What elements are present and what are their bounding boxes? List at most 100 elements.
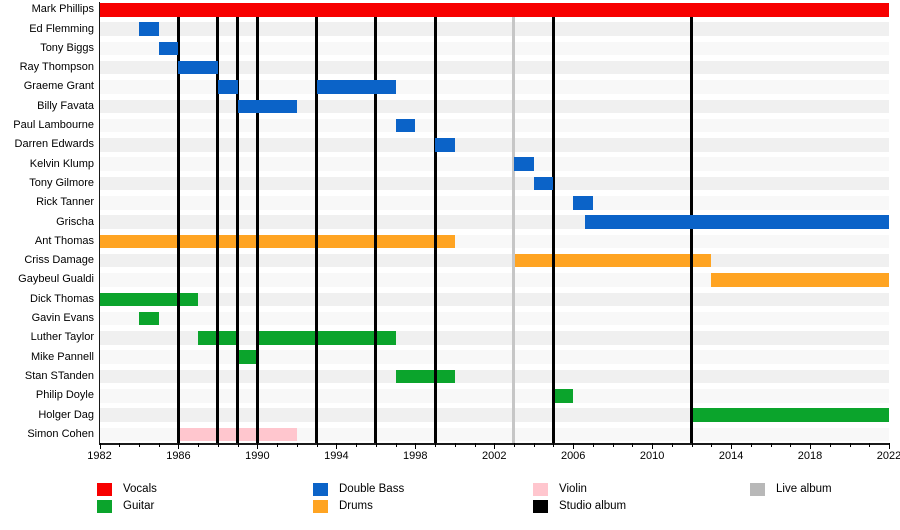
x-axis-label: 1990 [245, 450, 270, 462]
x-axis-label: 2022 [876, 450, 900, 462]
member-tenure-bar [533, 176, 554, 191]
member-tenure-bar [237, 350, 258, 364]
member-label: Tony Biggs [40, 41, 94, 54]
member-label: Ray Thompson [19, 61, 94, 74]
member-label: Gaybeul Gualdi [18, 273, 94, 286]
x-axis-tick [731, 443, 733, 449]
member-tenure-bar [585, 215, 889, 229]
x-axis-tick [612, 443, 614, 447]
member-tenure-bar [435, 138, 455, 152]
member-tenure-bar [573, 196, 593, 210]
member-label: Mark Phillips [31, 3, 94, 16]
x-axis-tick [632, 443, 634, 447]
legend-label: Live album [776, 483, 832, 495]
x-axis-tick [671, 443, 673, 447]
studio-album-line [551, 17, 555, 443]
member-tenure-bar [395, 118, 416, 133]
member-label: Dick Thomas [30, 292, 94, 305]
x-axis-tick [553, 443, 555, 447]
legend-swatch [313, 483, 328, 496]
member-label: Rick Tanner [36, 196, 94, 209]
member-tenure-bar [138, 22, 159, 36]
x-axis-tick [770, 443, 772, 447]
x-axis-label: 1994 [324, 450, 349, 462]
x-axis-tick [198, 443, 200, 447]
x-axis-label: 1998 [403, 450, 428, 462]
x-axis-tick [454, 443, 456, 447]
member-tenure-bar [99, 292, 199, 306]
member-label: Philip Doyle [35, 389, 94, 402]
member-tenure-bar [513, 253, 712, 268]
x-axis-tick [99, 443, 101, 449]
y-axis-line [98, 2, 100, 443]
x-axis-tick [277, 443, 279, 447]
x-axis-tick [158, 443, 160, 447]
member-tenure-bar [217, 80, 238, 94]
member-label: Holger Dag [38, 408, 94, 421]
member-label: Kelvin Klump [29, 157, 94, 170]
member-tenure-bar [691, 408, 889, 422]
legend-swatch [313, 500, 328, 513]
studio-album-line [255, 17, 259, 443]
x-axis-tick [435, 443, 437, 447]
member-tenure-bar [257, 331, 396, 345]
legend-label: Double Bass [339, 483, 405, 495]
member-label: Simon Cohen [27, 427, 94, 440]
member-tenure-bar [711, 273, 889, 287]
x-axis-tick [356, 443, 358, 447]
x-axis-tick [869, 443, 871, 447]
member-label: Graeme Grant [23, 80, 94, 93]
member-label: Billy Favata [37, 99, 94, 112]
member-tenure-bar [99, 3, 889, 17]
legend-label: Violin [559, 483, 587, 495]
live-album-line [512, 17, 516, 443]
x-axis-tick [494, 443, 496, 449]
x-axis-tick [829, 443, 831, 447]
member-label: Ant Thomas [34, 234, 94, 247]
member-tenure-bar [158, 41, 179, 56]
x-axis-tick [849, 443, 851, 447]
member-tenure-bar [178, 60, 218, 75]
legend-swatch [97, 483, 112, 496]
x-axis-tick [415, 443, 417, 449]
studio-album-line [433, 17, 437, 443]
member-tenure-bar [395, 369, 455, 384]
legend-label: Studio album [559, 500, 627, 512]
legend-swatch [97, 500, 112, 513]
legend-label: Drums [339, 500, 373, 512]
x-axis-label: 2014 [718, 450, 744, 462]
member-label: Luther Taylor [30, 331, 94, 344]
member-tenure-bar [138, 311, 159, 326]
legend-swatch [533, 483, 548, 496]
x-axis-tick [750, 443, 752, 447]
x-axis-tick [217, 443, 219, 447]
member-tenure-bar [237, 99, 297, 113]
studio-album-line [374, 17, 378, 443]
x-axis-tick [691, 443, 693, 447]
member-label: Grischa [56, 215, 94, 228]
x-axis-tick [592, 443, 594, 447]
x-axis-tick [178, 443, 180, 449]
x-axis-tick [513, 443, 515, 447]
x-axis-label: 1982 [87, 450, 112, 462]
legend-label: Guitar [123, 500, 155, 512]
studio-album-line [176, 17, 180, 443]
x-axis-label: 2010 [639, 450, 665, 462]
x-axis-label: 2018 [797, 450, 823, 462]
studio-album-line [236, 17, 240, 443]
x-axis-tick [336, 443, 338, 449]
member-label: Mike Pannell [31, 350, 94, 363]
studio-album-line [315, 17, 319, 443]
member-tenure-bar [553, 389, 574, 403]
x-axis-tick [119, 443, 121, 447]
x-axis-label: 1986 [166, 450, 191, 462]
member-tenure-bar [316, 80, 396, 94]
x-axis-label: 2006 [560, 450, 586, 462]
x-axis-tick [138, 443, 140, 447]
member-label: Darren Edwards [14, 138, 94, 151]
x-axis-label: 2002 [482, 450, 507, 462]
x-axis-tick [810, 443, 812, 449]
member-tenure-bar [99, 234, 455, 249]
x-axis-tick [375, 443, 377, 447]
